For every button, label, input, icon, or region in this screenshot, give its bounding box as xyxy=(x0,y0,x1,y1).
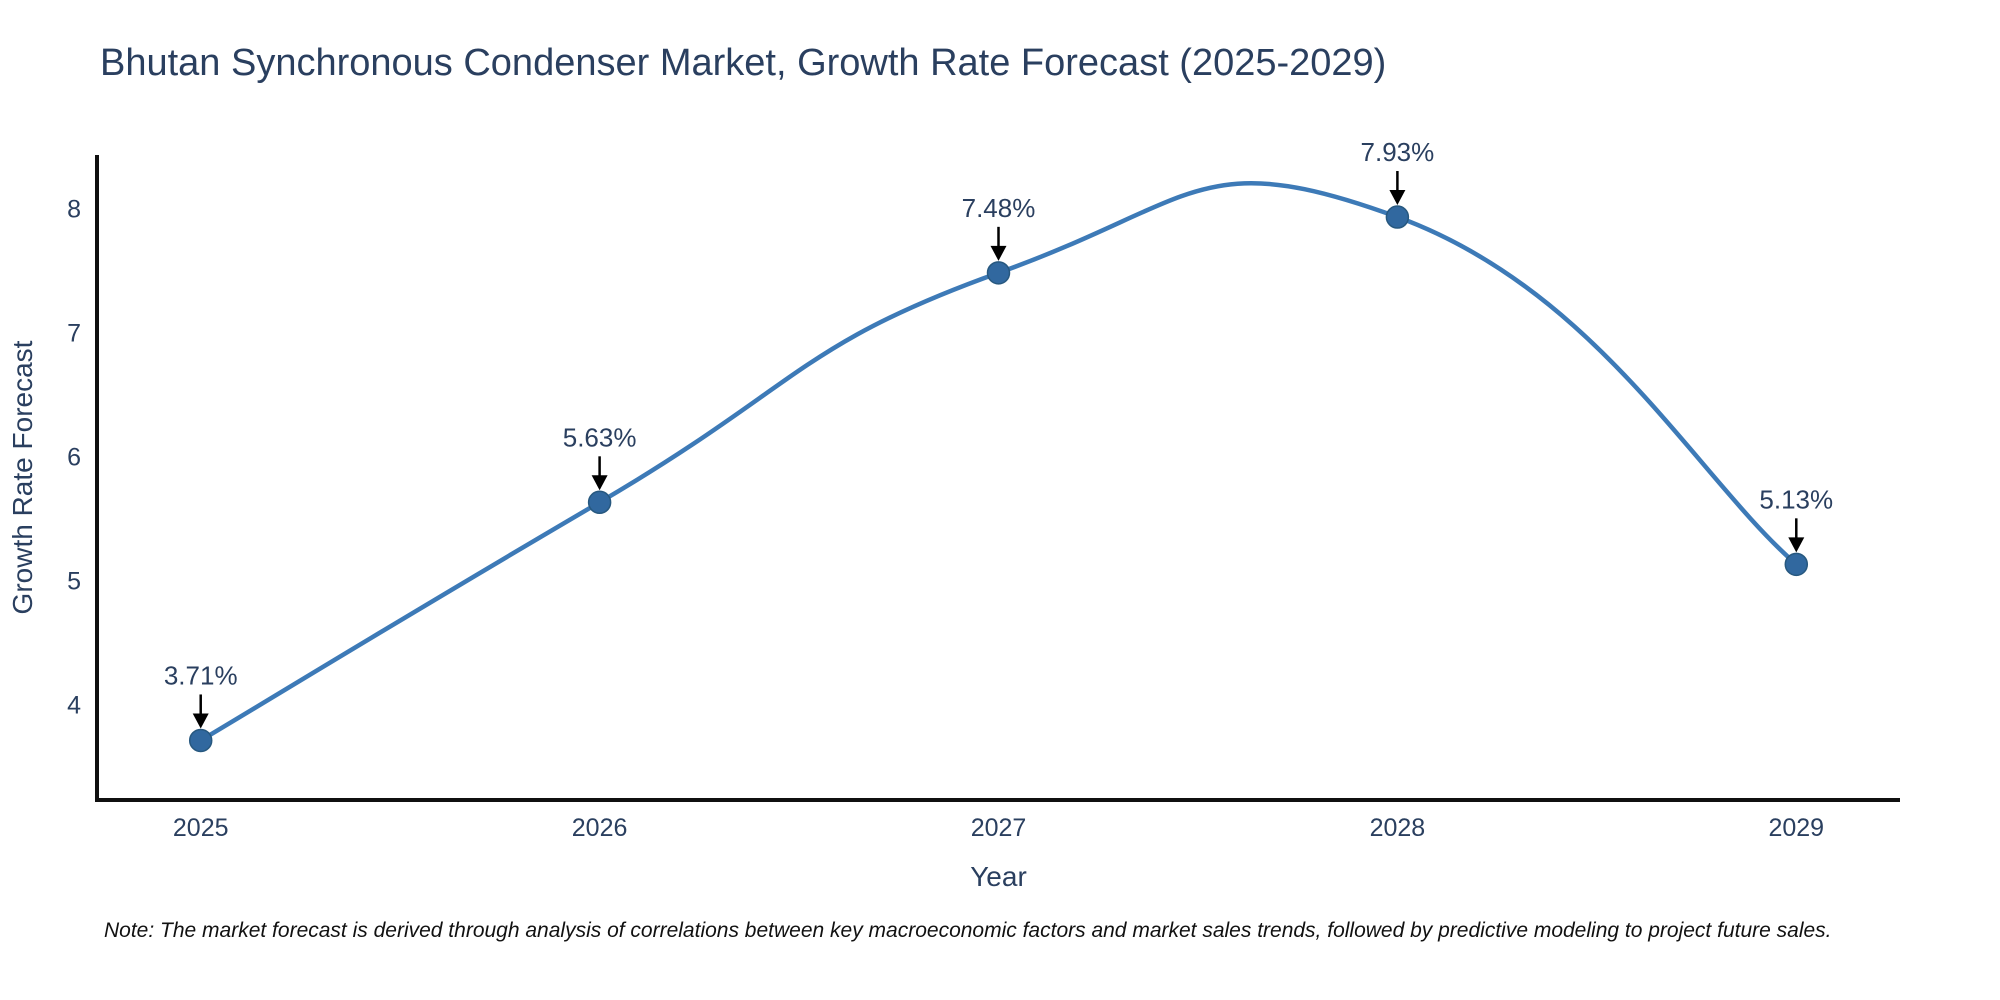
footnote: Note: The market forecast is derived thr… xyxy=(104,919,1832,942)
y-tick-label: 4 xyxy=(67,691,81,719)
annotation-arrowhead-icon xyxy=(1389,190,1406,206)
line-chart: 4 5 6 7 8 2025 2026 2027 2028 2029 Growth Rate For… xyxy=(7,137,1900,892)
point-annotation: 7.48% xyxy=(962,193,1036,261)
point-annotation: 5.13% xyxy=(1759,484,1833,553)
annotation-label: 5.13% xyxy=(1759,484,1833,514)
data-point-marker xyxy=(986,261,1011,285)
annotation-arrowhead-icon xyxy=(591,475,608,491)
x-tick-label: 2029 xyxy=(1768,814,1824,842)
y-tick-label: 7 xyxy=(67,319,81,347)
annotation-arrowhead-icon xyxy=(192,713,209,729)
y-axis-title: Growth Rate Forecast xyxy=(7,340,38,614)
data-point-marker xyxy=(587,490,612,515)
x-tick-label: 2028 xyxy=(1370,814,1426,842)
point-annotation: 5.63% xyxy=(563,422,637,491)
y-tick-label: 8 xyxy=(67,195,81,223)
x-tick-label: 2027 xyxy=(971,814,1027,842)
x-tick-label: 2025 xyxy=(173,814,229,842)
y-tick-label: 6 xyxy=(67,443,81,471)
annotation-label: 5.63% xyxy=(563,422,637,452)
data-point-marker xyxy=(1385,205,1410,229)
point-annotation: 7.93% xyxy=(1361,137,1435,206)
data-point-marker xyxy=(1784,552,1809,577)
annotation-label: 3.71% xyxy=(164,660,238,690)
annotation-label: 7.93% xyxy=(1361,137,1435,167)
point-annotation: 3.71% xyxy=(164,660,238,729)
annotation-label: 7.48% xyxy=(962,193,1036,223)
x-tick-label: 2026 xyxy=(572,814,628,842)
chart-title: Bhutan Synchronous Condenser Market, Gro… xyxy=(100,42,1387,84)
y-tick-label: 5 xyxy=(67,567,81,595)
x-axis-title: Year xyxy=(970,861,1027,892)
data-point-marker xyxy=(188,728,213,753)
annotation-arrowhead-icon xyxy=(1788,537,1805,553)
annotation-arrowhead-icon xyxy=(990,245,1007,261)
